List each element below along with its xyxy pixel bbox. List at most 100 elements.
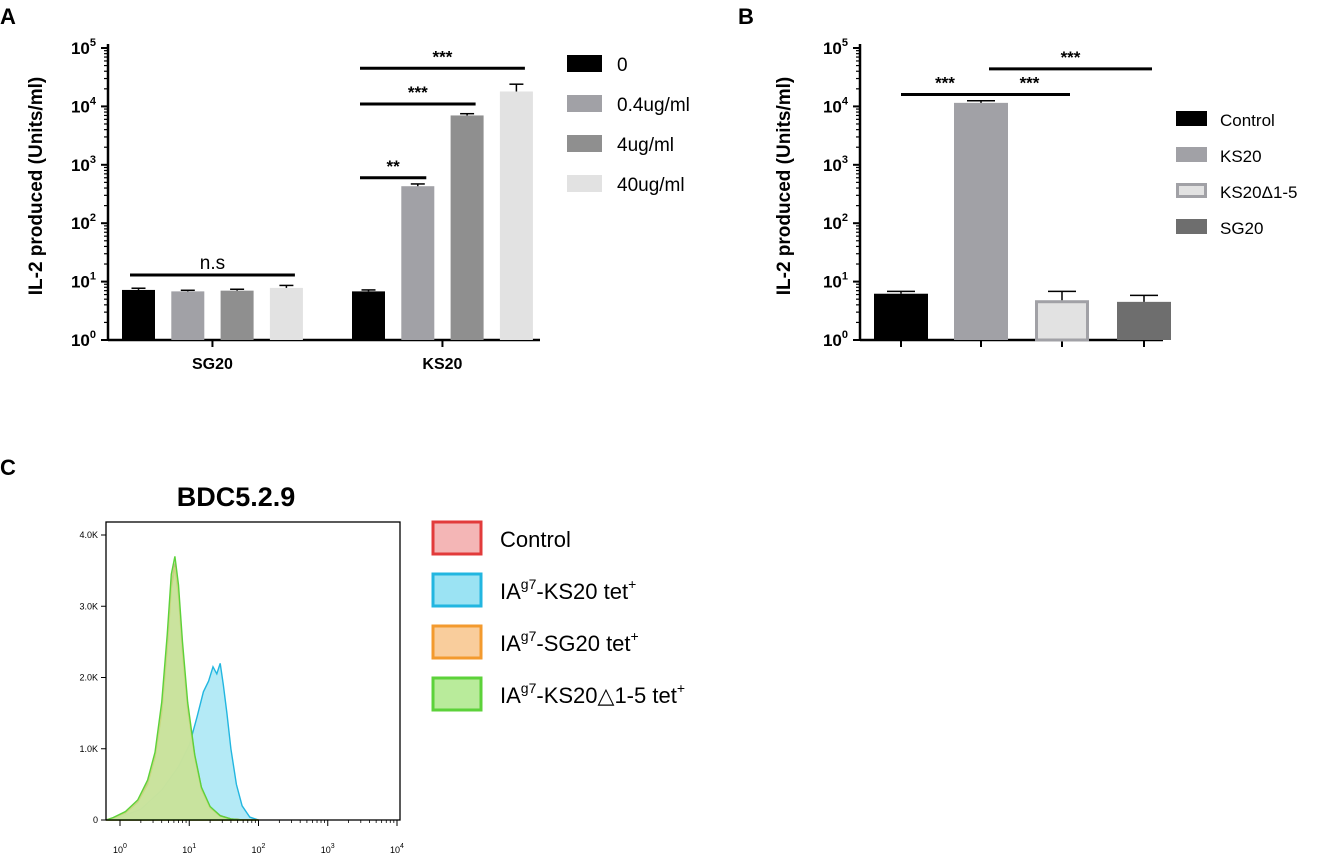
panel-a-y-tick-label-exp: 3 bbox=[90, 154, 96, 166]
panel-a-letter: A bbox=[0, 4, 16, 29]
panel-c-legend-label: IAg7-KS20△1-5 tet+ bbox=[500, 680, 685, 708]
panel-c-y-tick-label: 1.0K bbox=[79, 744, 98, 754]
panel-c-legend-superscript: + bbox=[677, 680, 685, 696]
panel-a-bar bbox=[122, 289, 155, 340]
panel-b-y-tick-label: 104 bbox=[823, 95, 849, 116]
panel-c-legend-superscript: g7 bbox=[521, 680, 537, 696]
panel-a-significance-label: n.s bbox=[200, 253, 225, 274]
panel-c-legend-swatch bbox=[431, 676, 483, 712]
panel-a-bar bbox=[401, 186, 435, 340]
panel-a-y-tick-label-base: 10 bbox=[71, 331, 90, 350]
panel-c-legend-superscript: + bbox=[631, 628, 639, 644]
panel-c-legend-swatch bbox=[431, 624, 483, 660]
panel-c-y-tick-label: 4.0K bbox=[79, 530, 98, 540]
panel-b-y-tick-label-exp: 5 bbox=[842, 37, 848, 49]
panel-a-y-tick-label-base: 10 bbox=[71, 156, 90, 175]
panel-c-legend-swatch bbox=[431, 520, 483, 556]
panel-a-bar bbox=[269, 287, 303, 340]
panel-c-plot-frame bbox=[105, 521, 401, 821]
panel-c-legend-mid: -KS20 tet bbox=[536, 579, 628, 604]
panel-b-legend: Control KS20 KS20Δ1-5 SG20 bbox=[1176, 111, 1298, 238]
panel-c-y-tick-label: 2.0K bbox=[79, 673, 98, 683]
panel-a-y-tick-label-base: 10 bbox=[71, 273, 90, 292]
panel-a-category-label: SG20 bbox=[192, 356, 233, 373]
panel-c-x-tick-label: 100 bbox=[113, 843, 127, 855]
panel-a-legend-swatch bbox=[567, 55, 602, 72]
panel-c-x-tick-base: 10 bbox=[390, 845, 400, 855]
panel-b-y-tick-label-base: 10 bbox=[823, 39, 842, 58]
panel-a-y-tick-label-exp: 5 bbox=[90, 37, 96, 49]
panel-b-y-tick-label: 100 bbox=[823, 329, 848, 350]
panel-b-bar bbox=[1117, 301, 1171, 340]
panel-b-chart: IL-2 produced (Units/ml) 100101102103104… bbox=[774, 37, 1298, 350]
panel-c-x-tick-exp: 0 bbox=[123, 843, 127, 850]
panel-a-legend-swatch bbox=[567, 95, 602, 112]
panel-b-legend-label: KS20Δ1-5 bbox=[1220, 183, 1298, 202]
panel-b-y-tick-label: 105 bbox=[823, 37, 848, 58]
panel-b-y-tick-label-base: 10 bbox=[823, 331, 842, 350]
panel-a-bars bbox=[122, 83, 533, 340]
panel-b-legend-swatch bbox=[1176, 147, 1207, 162]
panel-c-legend-label: IAg7-SG20 tet+ bbox=[500, 628, 639, 656]
panel-c-x-tick-base: 10 bbox=[182, 845, 192, 855]
panel-c-x-tick-label: 102 bbox=[252, 843, 266, 855]
panel-b-legend-label: Control bbox=[1220, 111, 1275, 130]
panel-c-histograms bbox=[105, 556, 259, 821]
panel-c-x-tick-label: 103 bbox=[321, 843, 335, 855]
panel-c-x-tick-base: 10 bbox=[252, 845, 262, 855]
panel-c-x-tick-exp: 1 bbox=[192, 843, 196, 850]
panel-a-y-tick-label: 100 bbox=[71, 329, 96, 350]
panel-c-legend-swatch bbox=[431, 572, 483, 608]
panel-a-annotations: n.s******** bbox=[130, 47, 525, 277]
panel-c-x-tick-exp: 3 bbox=[331, 843, 335, 850]
panel-c-x-tick-exp: 2 bbox=[262, 843, 266, 850]
panel-c-legend-prefix: IA bbox=[500, 683, 521, 708]
panel-b-bars bbox=[874, 99, 1171, 342]
panel-a-y-tick-label: 101 bbox=[71, 271, 96, 292]
panel-b-y-axis-label: IL-2 produced (Units/ml) bbox=[774, 77, 795, 296]
panel-a-legend-label: 40ug/ml bbox=[617, 175, 685, 196]
panel-a-legend-label: 4ug/ml bbox=[617, 135, 674, 156]
panel-b-y-tick-label: 102 bbox=[823, 212, 848, 233]
panel-a-significance-label: *** bbox=[408, 83, 428, 102]
panel-b-y-tick-label: 103 bbox=[823, 154, 848, 175]
panel-c-legend-label: IAg7-KS20 tet+ bbox=[500, 576, 636, 604]
panel-c-x-tick-exp: 4 bbox=[400, 843, 404, 850]
panel-b-letter: B bbox=[738, 4, 754, 29]
panel-b-bar bbox=[874, 293, 928, 340]
panel-b-significance-label: *** bbox=[1061, 48, 1081, 67]
panel-a-significance-label: ** bbox=[387, 157, 401, 176]
panel-c-legend-mid: -SG20 tet bbox=[536, 631, 630, 656]
panel-a-category-label: KS20 bbox=[422, 356, 462, 373]
panel-a-bar bbox=[352, 291, 385, 340]
panel-b-bar bbox=[954, 102, 1008, 340]
panel-b-y-tick-label-base: 10 bbox=[823, 273, 842, 292]
panel-a-y-tick-label-exp: 0 bbox=[90, 329, 96, 341]
panel-b-y-tick-label-base: 10 bbox=[823, 97, 842, 116]
panel-b-y-tick-label-base: 10 bbox=[823, 214, 842, 233]
panel-a-y-tick-label: 102 bbox=[71, 212, 96, 233]
panel-a-y-tick-label: 104 bbox=[71, 95, 97, 116]
panel-c-histogram-area bbox=[105, 556, 259, 821]
panel-c-legend-label: Control bbox=[500, 527, 571, 552]
panel-a-bar bbox=[171, 291, 205, 340]
panel-c-legend-superscript: + bbox=[628, 576, 636, 592]
panel-c-y-tick-label: 3.0K bbox=[79, 601, 98, 611]
panel-c-y-tick-label: 0 bbox=[93, 815, 98, 825]
panel-b-y-tick-label-exp: 3 bbox=[842, 154, 848, 166]
panel-b-y-tick-label-exp: 0 bbox=[842, 329, 848, 341]
panel-c-legend-mid: -KS20△1-5 tet bbox=[536, 683, 676, 708]
panel-a-y-tick-label-base: 10 bbox=[71, 97, 90, 116]
panel-c-legend-prefix: IA bbox=[500, 631, 521, 656]
panel-b-y-tick-label-exp: 2 bbox=[842, 212, 848, 224]
panel-c-legend-superscript: g7 bbox=[521, 576, 537, 592]
panel-b-legend-label: SG20 bbox=[1220, 219, 1263, 238]
panel-a-y-tick-label-exp: 2 bbox=[90, 212, 96, 224]
panel-a-legend-label: 0.4ug/ml bbox=[617, 95, 690, 116]
panel-a-bar bbox=[499, 91, 533, 340]
panel-b-y-tick-label-base: 10 bbox=[823, 156, 842, 175]
panel-a-y-tick-label-base: 10 bbox=[71, 214, 90, 233]
panel-a-y-tick-label: 105 bbox=[71, 37, 96, 58]
